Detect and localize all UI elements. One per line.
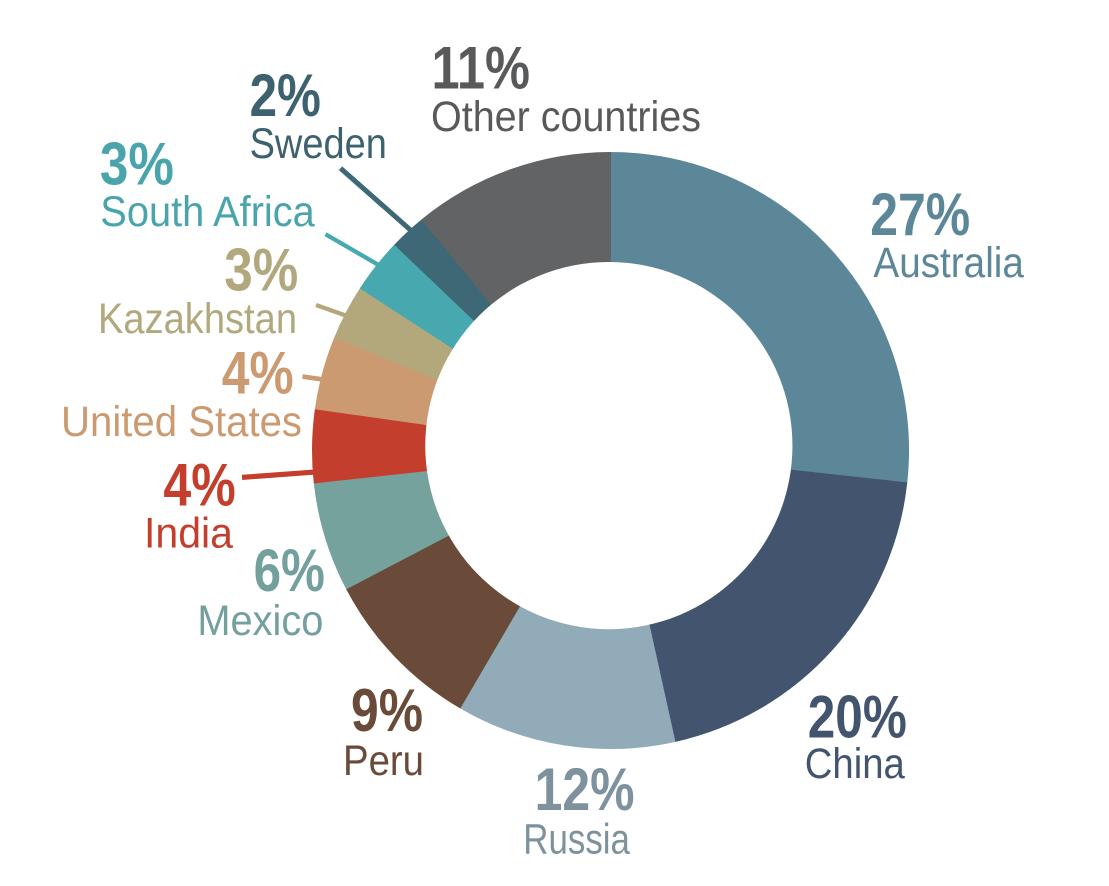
svg-text:Sweden: Sweden [250,120,387,168]
svg-text:4%: 4% [163,452,235,519]
svg-text:Russia: Russia [523,815,630,863]
svg-text:2%: 2% [250,62,321,129]
svg-text:27%: 27% [870,181,970,248]
svg-text:South Africa: South Africa [100,188,315,236]
svg-text:Kazakhstan: Kazakhstan [98,295,297,343]
svg-text:Other countries: Other countries [431,93,701,141]
svg-text:3%: 3% [224,237,298,304]
svg-text:Australia: Australia [873,239,1024,287]
svg-text:12%: 12% [535,756,635,823]
svg-text:3%: 3% [100,130,174,197]
svg-text:9%: 9% [351,677,423,744]
svg-text:India: India [144,509,233,557]
svg-text:Mexico: Mexico [197,597,323,645]
svg-text:4%: 4% [222,340,294,407]
svg-text:11%: 11% [432,34,531,101]
svg-text:Peru: Peru [343,737,424,785]
svg-text:China: China [805,740,905,788]
svg-text:20%: 20% [808,684,907,751]
svg-text:6%: 6% [254,537,325,604]
svg-text:United States: United States [61,398,302,446]
